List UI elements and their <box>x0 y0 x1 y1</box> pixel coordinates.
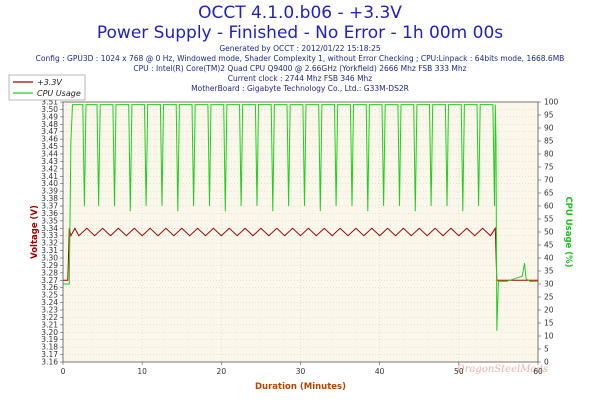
y-left-tick-label: 3.46 <box>41 135 58 144</box>
y-right-tick-label: 15 <box>544 319 554 328</box>
y-right-tick-label: 30 <box>544 280 554 289</box>
y-left-tick-label: 3.37 <box>41 202 58 211</box>
info-cpu: CPU : Intel(R) Core(TM)2 Quad CPU Q9400 … <box>133 64 467 73</box>
y-right-tick-label: 35 <box>544 267 554 276</box>
y-right-tick-label: 50 <box>544 228 554 237</box>
x-tick-label: 50 <box>454 367 464 376</box>
y-left-tick-label: 3.47 <box>41 127 58 136</box>
series-line-voltage <box>63 226 538 281</box>
y-left-tick-label: 3.49 <box>41 112 58 121</box>
y-left-tick-label: 3.18 <box>41 343 58 352</box>
y-left-tick-label: 3.24 <box>41 298 58 307</box>
y-left-tick-label: 3.36 <box>41 209 58 218</box>
watermark: DragonSteelMods <box>456 364 548 375</box>
y-right-tick-label: 5 <box>544 345 549 354</box>
y-left-tick-label: 3.48 <box>41 120 58 129</box>
y-left-tick-label: 3.44 <box>41 150 58 159</box>
y-right-tick-label: 10 <box>544 332 554 341</box>
info-clock: Current clock : 2744 Mhz FSB 346 Mhz <box>227 74 373 83</box>
y-right-tick-label: 85 <box>544 137 554 146</box>
y-left-tick-label: 3.51 <box>41 98 58 107</box>
y-right-tick-label: 75 <box>544 163 554 172</box>
chart-subtitle: Power Supply - Finished - No Error - 1h … <box>96 23 504 43</box>
y-left-tick-label: 3.31 <box>41 246 58 255</box>
y-left-tick-label: 3.41 <box>41 172 58 181</box>
y-left-tick-label: 3.42 <box>41 164 58 173</box>
x-tick-label: 30 <box>296 367 306 376</box>
y-left-tick-label: 3.23 <box>41 306 58 315</box>
info-config: Config : GPU3D : 1024 x 768 @ 0 Hz, Wind… <box>35 54 565 63</box>
y-left-tick-label: 3.16 <box>41 358 58 367</box>
y-left-tick-label: 3.45 <box>41 142 58 151</box>
y-right-tick-label: 55 <box>544 215 554 224</box>
x-axis-title: Duration (Minutes) <box>255 382 346 392</box>
y-left-tick-label: 3.30 <box>41 254 58 263</box>
y-right-tick-label: 100 <box>544 98 559 107</box>
x-tick-label: 0 <box>61 367 66 376</box>
y-left-tick-label: 3.38 <box>41 194 58 203</box>
y-left-tick-label: 3.39 <box>41 187 58 196</box>
y-right-tick-label: 95 <box>544 111 554 120</box>
x-tick-label: 20 <box>217 367 227 376</box>
y-right-tick-label: 40 <box>544 254 554 263</box>
series-line-cpu-usage <box>63 104 538 331</box>
legend-label-cpu-usage: CPU Usage <box>37 89 81 98</box>
y-left-tick-label: 3.28 <box>41 268 58 277</box>
y-left-axis-title: Voltage (V) <box>30 205 40 259</box>
x-tick-label: 40 <box>375 367 385 376</box>
y-left-tick-label: 3.19 <box>41 335 58 344</box>
y-right-tick-label: 45 <box>544 241 554 250</box>
y-left-tick-label: 3.40 <box>41 179 58 188</box>
y-left-tick-label: 3.29 <box>41 261 58 270</box>
y-left-tick-label: 3.43 <box>41 157 58 166</box>
y-right-tick-label: 90 <box>544 124 554 133</box>
y-right-tick-label: 65 <box>544 189 554 198</box>
y-right-tick-label: 60 <box>544 202 554 211</box>
y-left-tick-label: 3.50 <box>41 105 58 114</box>
legend-box <box>8 74 86 101</box>
y-right-tick-label: 80 <box>544 150 554 159</box>
y-left-tick-label: 3.32 <box>41 239 58 248</box>
y-left-tick-label: 3.35 <box>41 216 58 225</box>
y-right-tick-label: 0 <box>544 358 549 367</box>
y-right-tick-label: 70 <box>544 176 554 185</box>
info-motherboard: MotherBoard : Gigabyte Technology Co., L… <box>191 84 409 93</box>
y-right-tick-label: 20 <box>544 306 554 315</box>
y-left-tick-label: 3.25 <box>41 291 58 300</box>
chart-title: OCCT 4.1.0.b06 - +3.3V <box>198 3 402 23</box>
y-left-tick-label: 3.17 <box>41 350 58 359</box>
y-left-tick-label: 3.34 <box>41 224 58 233</box>
y-left-tick-label: 3.27 <box>41 276 58 285</box>
y-left-tick-label: 3.33 <box>41 231 58 240</box>
info-generated: Generated by OCCT : 2012/01/22 15:18:25 <box>219 44 381 53</box>
legend-label-voltage: +3.3V <box>37 78 62 87</box>
x-tick-label: 60 <box>533 367 543 376</box>
y-right-axis-title: CPU Usage (%) <box>563 196 573 267</box>
y-left-tick-label: 3.22 <box>41 313 58 322</box>
y-left-tick-label: 3.20 <box>41 328 58 337</box>
y-right-tick-label: 25 <box>544 293 554 302</box>
x-tick-label: 10 <box>137 367 147 376</box>
y-left-tick-label: 3.26 <box>41 283 58 292</box>
y-left-tick-label: 3.21 <box>41 320 58 329</box>
